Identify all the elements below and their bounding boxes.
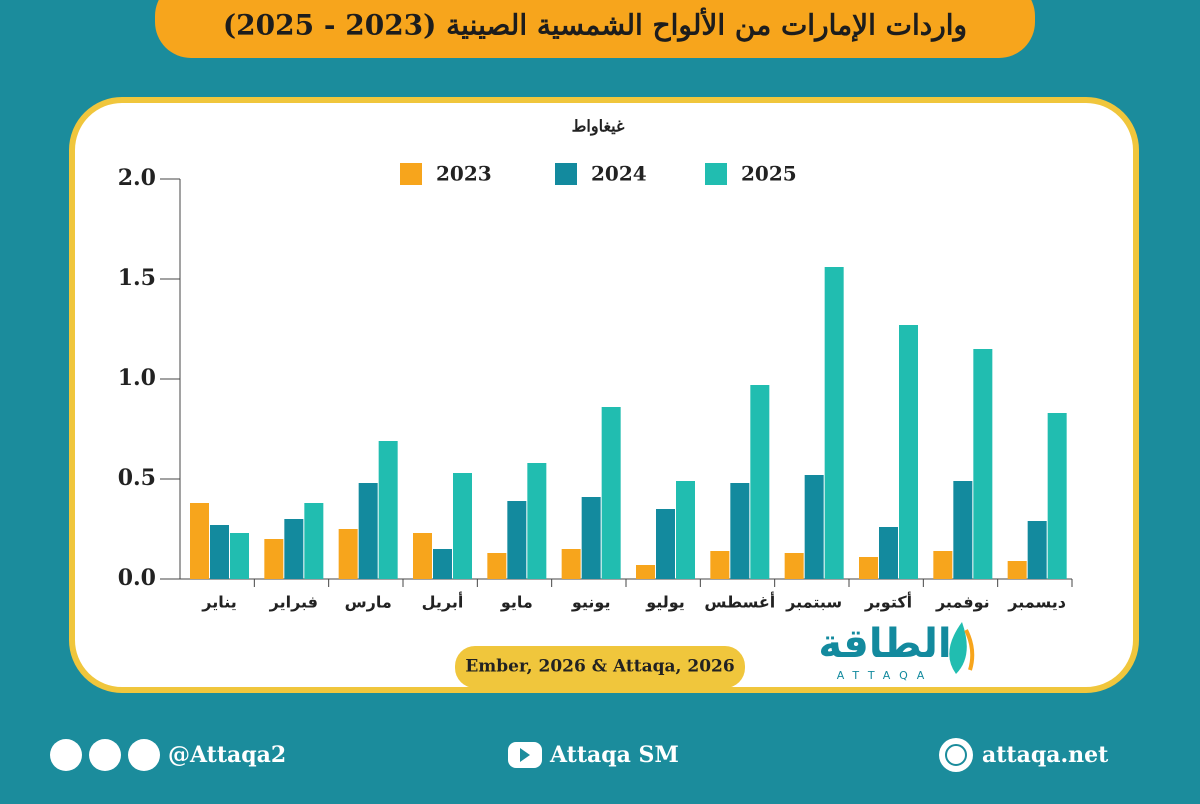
x-tick-label: يوليو [645,593,685,612]
logo-latin: ATTAQA [837,669,934,682]
bar [190,503,209,579]
bar [230,533,249,579]
bar [1047,413,1067,579]
instagram-icon[interactable] [89,739,121,771]
legend-label: 2023 [436,162,492,186]
bar [899,325,918,579]
x-tick-label: مارس [345,593,392,612]
facebook-icon[interactable] [128,739,160,771]
youtube-play [520,748,530,762]
x-tick-label: أكتوبر [864,592,912,612]
bar [879,527,898,579]
legend-label: 2024 [591,162,647,186]
title-banner [155,0,1035,58]
bar [453,473,472,579]
x-tick-label: نوفمبر [935,593,990,612]
x-tick-label: يونيو [571,593,611,612]
bar [581,497,601,579]
bar [527,463,547,579]
bar [636,565,655,579]
logo: الطاقة ATTAQA [818,621,975,682]
bar [338,529,358,579]
bar [973,349,993,579]
bar [507,501,527,579]
panel [69,97,1139,693]
x-tick-label: سبتمبر [785,593,842,612]
y-tick-label: 1.5 [118,265,156,291]
y-tick-label: 1.0 [118,365,156,391]
bar [1007,561,1027,579]
y-axis-unit: غيغاواط [572,117,625,137]
bar [433,549,452,579]
bar [824,267,844,579]
x-tick-label: مايو [500,593,533,612]
bar [859,557,878,579]
youtube-handle: Attaqa SM [549,742,679,768]
bar [378,441,398,579]
bar [210,525,229,579]
bar [750,385,770,579]
bar [953,481,973,579]
x-tick-label: ديسمبر [1007,593,1066,612]
source-pill [455,646,745,688]
chart-title: واردات الإمارات من الألواح الشمسية الصين… [223,8,967,43]
x-tick-label: فبراير [269,593,318,612]
website: attaqa.net [982,742,1109,768]
bar [487,553,507,579]
legend-swatch [400,163,422,185]
legend-swatch [705,163,727,185]
bar [601,407,621,579]
logo-text: الطاقة [818,621,951,667]
y-tick-label: 0.5 [118,465,156,491]
web-icon[interactable] [939,738,973,772]
social-handle: @Attaqa2 [168,742,286,768]
bar [264,539,284,579]
bar [304,503,324,579]
bar [1027,521,1047,579]
bar [656,509,675,579]
bar [784,553,804,579]
bar [413,533,432,579]
y-tick-label: 0.0 [118,565,156,591]
bar [730,483,750,579]
x-tick-label: أبريل [422,592,464,612]
legend-label: 2025 [741,162,797,186]
footer: @Attaqa2 Attaqa SM attaqa.net [50,738,1109,772]
y-tick-label: 2.0 [118,165,156,191]
bar [933,551,953,579]
logo-drop [949,622,967,674]
logo-flame [964,629,975,671]
legend-swatch [555,163,577,185]
bar [561,549,581,579]
web-globe [945,744,967,766]
x-tick-label: يناير [201,593,237,612]
source: Ember, 2026 & Attaqa, 2026 [465,657,734,677]
bar [284,519,304,579]
bar [804,475,824,579]
bar [710,551,730,579]
bar [676,481,695,579]
x-icon[interactable] [50,739,82,771]
x-tick-label: أغسطس [704,592,775,612]
bar [358,483,378,579]
